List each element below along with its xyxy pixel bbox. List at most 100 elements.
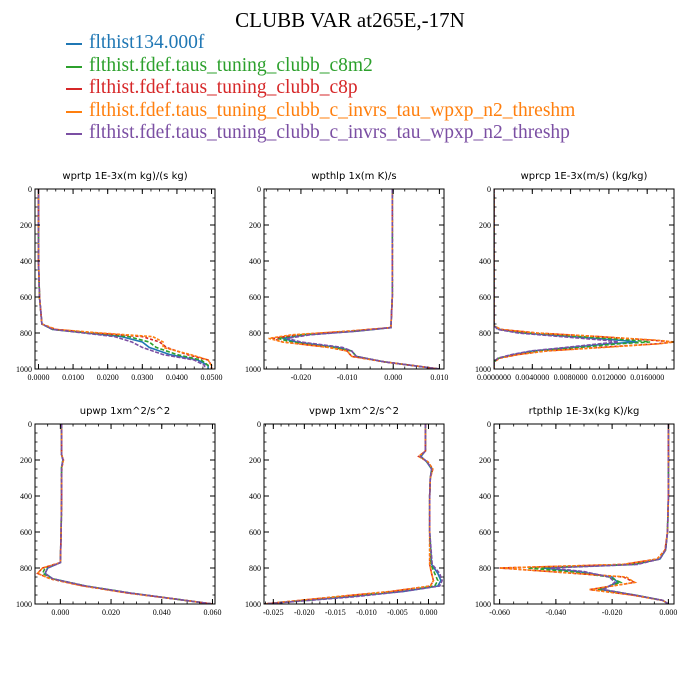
x-tick-label: 0.060: [203, 608, 221, 617]
x-tick-label: -0.020: [294, 608, 315, 617]
legend-swatch: [66, 43, 82, 46]
series-line: [37, 189, 209, 369]
x-tick-label: -0.010: [356, 608, 377, 617]
y-tick-label: 200: [249, 221, 261, 230]
chart-panel-2: wpthlp 1x(m K)/s 0 200 400 600 800 1000 -0.020 -…: [245, 171, 448, 382]
legend-label: flthist.fdef.taus_tuning_clubb_c_invrs_t…: [89, 122, 570, 143]
series-line: [541, 424, 670, 604]
x-tick-label: -0.040: [546, 608, 567, 617]
series-line: [37, 189, 206, 369]
panel-title: rtpthlp 1E-3x(kg K)/kg: [529, 406, 640, 417]
series-line: [550, 424, 670, 604]
x-tick-label: 0.000: [659, 608, 677, 617]
chart-panel-5: vpwp 1xm^2/s^2 0 200 400 600 800 1000-0.025 -0.…: [245, 406, 445, 617]
y-tick-label: 600: [20, 293, 32, 302]
chart-panel-4: upwp 1xm^2/s^2 0 200 400 600 800 1000 0.000 0.02…: [16, 406, 221, 617]
y-tick-label: 200: [249, 456, 261, 465]
x-tick-label: 0.000: [51, 608, 69, 617]
legend-label: flthist.fdef.taus_tuning_clubb_c8m2: [89, 54, 373, 76]
y-tick-label: 400: [479, 492, 491, 501]
plot-frame: [493, 423, 675, 605]
y-tick-label: 400: [249, 257, 261, 266]
y-tick-label: 0: [257, 185, 261, 194]
series-line: [44, 424, 213, 604]
y-tick-label: 400: [20, 492, 32, 501]
x-tick-label: 0.0200: [97, 373, 119, 382]
y-tick-label: 600: [20, 528, 32, 537]
series-line: [264, 424, 442, 604]
y-tick-label: 200: [479, 456, 491, 465]
series-line: [37, 189, 209, 369]
legend-swatch: [66, 110, 82, 113]
x-tick-label: 0.000: [384, 373, 402, 382]
x-tick-label: 0.000: [419, 608, 437, 617]
series-line: [37, 189, 213, 369]
legend-label: flthist.fdef.taus_tuning_clubb_c_invrs_t…: [89, 99, 576, 121]
x-tick-label: 0.020: [102, 608, 120, 617]
legend-swatch: [66, 65, 82, 68]
series-line: [499, 424, 670, 604]
x-tick-label: 0.0000: [27, 373, 49, 382]
panel-title: upwp 1xm^2/s^2: [80, 406, 170, 417]
legend-item: flthist.fdef.taus_tuning_clubb_c8p: [66, 77, 575, 100]
y-tick-label: 0: [257, 420, 261, 429]
x-tick-label: -0.005: [387, 608, 408, 617]
panel-title: wpthlp 1x(m K)/s: [311, 171, 396, 182]
series-line: [527, 424, 670, 604]
y-tick-label: 800: [20, 564, 32, 573]
legend-label: flthist.fdef.taus_tuning_clubb_c8p: [89, 77, 358, 98]
y-tick-label: 400: [249, 492, 261, 501]
y-tick-label: 200: [20, 221, 32, 230]
panel-title: wprcp 1E-3x(m/s) (kg/kg): [521, 171, 648, 182]
y-tick-label: 200: [479, 221, 491, 230]
y-tick-label: 1000: [245, 600, 261, 609]
y-tick-label: 200: [20, 456, 32, 465]
series-line: [286, 189, 440, 369]
legend: flthist134.000f flthist.fdef.taus_tuning_…: [66, 32, 575, 145]
x-tick-label: 0.0080000: [554, 373, 588, 382]
plot-frame: [263, 423, 445, 605]
series-line: [36, 424, 213, 604]
x-tick-label: 0.010: [430, 373, 448, 382]
y-tick-label: 0: [28, 420, 32, 429]
y-tick-label: 400: [20, 257, 32, 266]
series-line: [264, 424, 443, 604]
plot-frame: [34, 188, 216, 370]
y-tick-label: 0: [28, 185, 32, 194]
series-line: [44, 424, 213, 604]
chart-panel-6: rtpthlp 1E-3x(kg K)/kg02004006008001000-…: [475, 406, 677, 617]
x-tick-label: -0.020: [291, 373, 312, 382]
series-line: [37, 189, 213, 369]
y-tick-label: 1000: [245, 365, 261, 374]
y-tick-label: 600: [479, 528, 491, 537]
x-tick-label: 0.0300: [131, 373, 153, 382]
legend-label: flthist134.000f: [89, 32, 205, 53]
x-tick-label: 0.0500: [201, 373, 223, 382]
x-tick-label: 0.0160000: [630, 373, 664, 382]
x-tick-label: 0.0100: [62, 373, 84, 382]
series-line: [264, 424, 435, 604]
y-tick-label: 800: [20, 329, 32, 338]
page-title: CLUBB VAR at265E,-17N: [235, 8, 465, 32]
series-line: [264, 424, 439, 604]
legend-swatch: [66, 88, 82, 91]
chart-panel-1: wprtp 1E-3x(m kg)/(s kg) 0 200 400 600 800 100…: [16, 171, 223, 382]
x-tick-label: -0.010: [337, 373, 358, 382]
y-tick-label: 1000: [475, 600, 491, 609]
series-line: [41, 424, 213, 604]
legend-item: flthist.fdef.taus_tuning_clubb_c_invrs_t…: [66, 100, 575, 123]
x-tick-label: 0.0120000: [592, 373, 626, 382]
chart-panel-3: wprcp 1E-3x(m/s) (kg/kg) 0 200 400 600 800 100…: [475, 171, 675, 382]
x-tick-label: 0.0400: [166, 373, 188, 382]
legend-item: flthist134.000f: [66, 32, 575, 55]
panel-title: wprtp 1E-3x(m kg)/(s kg): [62, 171, 187, 182]
x-tick-label: 0.0000000: [477, 373, 511, 382]
y-tick-label: 1000: [475, 365, 491, 374]
y-tick-label: 0: [487, 420, 491, 429]
y-tick-label: 400: [479, 257, 491, 266]
series-line: [264, 424, 435, 604]
panel-title: vpwp 1xm^2/s^2: [309, 406, 399, 417]
y-tick-label: 800: [249, 329, 261, 338]
y-tick-label: 1000: [16, 600, 32, 609]
